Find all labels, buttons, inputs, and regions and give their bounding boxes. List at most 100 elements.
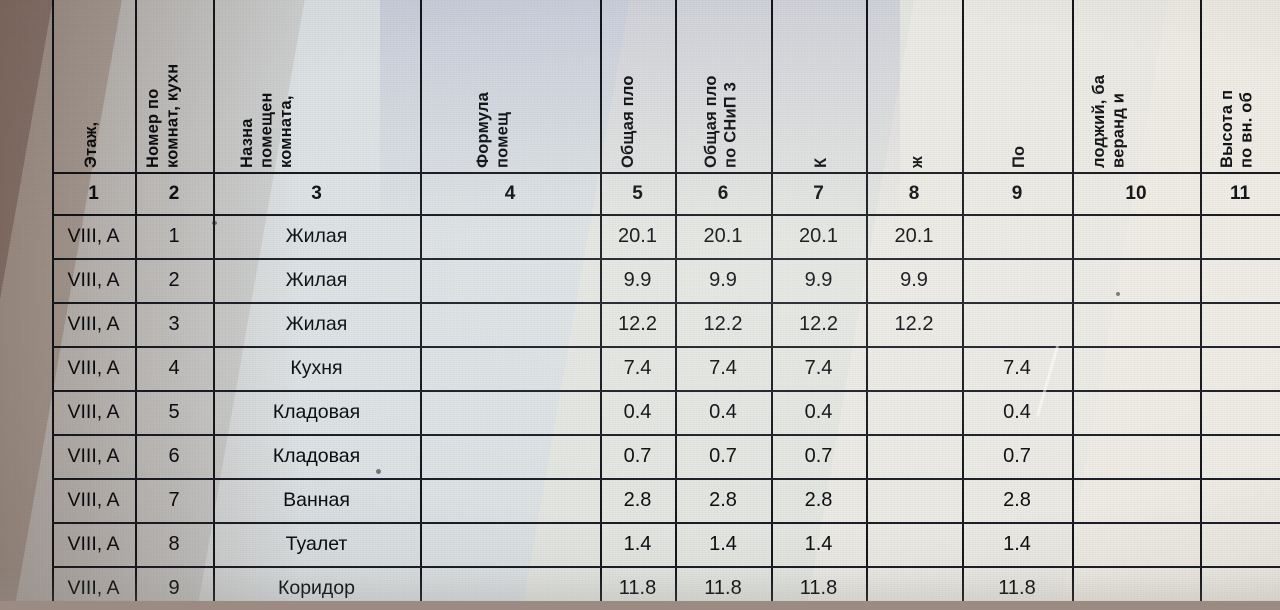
- cell-room-purpose: Кухня: [290, 356, 343, 379]
- cell-floor-section: VIII, A: [67, 312, 120, 335]
- cell-floor-section: VIII, A: [67, 400, 120, 423]
- header-label-9: По: [1010, 145, 1028, 168]
- col-rule-3-4: [420, 0, 422, 601]
- column-number-5: 5: [632, 183, 643, 204]
- row-rule-8: [52, 566, 1280, 568]
- cell-room-number: 4: [168, 356, 180, 379]
- cell-auxiliary-area: 0.7: [1003, 444, 1031, 467]
- cell-room-number: 1: [168, 224, 180, 247]
- row-rule-numbers-bottom: [52, 214, 1280, 216]
- row-rule-1: [52, 258, 1280, 260]
- col-rule-2-3: [213, 0, 215, 601]
- header-label-4: Формула помещ: [474, 91, 512, 168]
- column-number-4: 4: [504, 183, 516, 204]
- cell-room-number: 7: [168, 488, 180, 511]
- cell-room-number: 5: [168, 400, 180, 423]
- header-label-1: Этаж,: [82, 121, 100, 168]
- header-label-10: лоджий, ба веранд и: [1090, 74, 1128, 168]
- cell-total-area: 0.4: [623, 400, 652, 423]
- cell-residential: 12.2: [894, 312, 934, 335]
- cell-floor-section: VIII, A: [67, 576, 120, 599]
- cell-total-area: 9.9: [623, 268, 652, 291]
- column-number-11: 11: [1229, 183, 1251, 204]
- cell-floor-section: VIII, A: [67, 532, 120, 555]
- cell-living-area: 0.7: [804, 444, 833, 467]
- cell-living-area: 11.8: [799, 576, 838, 599]
- cell-auxiliary-area: 2.8: [1003, 488, 1031, 511]
- cell-living-area: 0.4: [804, 400, 833, 423]
- header-label-5: Общая пло: [619, 75, 637, 168]
- cell-auxiliary-area: 1.4: [1003, 532, 1031, 555]
- cell-auxiliary-area: 0.4: [1003, 400, 1031, 423]
- cell-total-area: 12.2: [618, 312, 657, 335]
- cell-residential: 9.9: [900, 268, 928, 291]
- cell-living-area: 1.4: [804, 532, 833, 555]
- header-label-8: ж: [908, 156, 926, 168]
- cell-total-area: 1.4: [623, 532, 652, 555]
- column-number-6: 6: [717, 183, 729, 204]
- row-rule-4: [52, 390, 1280, 392]
- exploitation-table: Этаж, Номер по комнат, кухн Назна помеще…: [52, 0, 1280, 601]
- header-label-2: Номер по комнат, кухн: [144, 63, 182, 168]
- cell-total-area-snip: 12.2: [703, 312, 743, 335]
- cell-auxiliary-area: 7.4: [1003, 356, 1031, 379]
- cell-room-purpose: Жилая: [285, 312, 348, 335]
- header-label-7: К: [812, 157, 830, 168]
- col-rule-8-9: [962, 0, 964, 601]
- cell-total-area: 7.4: [623, 356, 652, 379]
- header-label-6: Общая пло по СНиП 3: [702, 75, 740, 168]
- col-rule-left: [52, 0, 54, 601]
- table-grid: Этаж, Номер по комнат, кухн Назна помеще…: [52, 0, 1280, 601]
- col-rule-4-5: [600, 0, 602, 601]
- cell-total-area: 2.8: [623, 488, 652, 511]
- cell-total-area-snip: 2.8: [709, 488, 737, 511]
- cell-total-area-snip: 11.8: [704, 576, 742, 599]
- row-rule-5: [52, 434, 1280, 436]
- cell-room-number: 2: [168, 268, 180, 291]
- row-rule-header-bottom: [52, 172, 1280, 174]
- column-number-8: 8: [908, 183, 920, 204]
- cell-living-area: 7.4: [804, 356, 833, 379]
- cell-room-purpose: Коридор: [277, 576, 355, 599]
- column-number-1: 1: [88, 183, 99, 204]
- column-number-9: 9: [1011, 183, 1023, 204]
- column-number-2: 2: [168, 183, 180, 204]
- row-rule-7: [52, 522, 1280, 524]
- cell-room-purpose: Жилая: [285, 268, 348, 291]
- row-rule-3: [52, 346, 1280, 348]
- cell-room-purpose: Ванная: [283, 488, 350, 511]
- cell-auxiliary-area: 11.8: [998, 576, 1036, 599]
- cell-living-area: 9.9: [804, 268, 833, 291]
- cell-total-area: 11.8: [618, 576, 657, 599]
- cell-floor-section: VIII, A: [67, 356, 120, 379]
- cell-floor-section: VIII, A: [67, 268, 120, 291]
- cell-room-number: 3: [168, 312, 180, 335]
- header-label-3: Назна помещен комната,: [238, 92, 295, 168]
- cell-total-area: 0.7: [623, 444, 652, 467]
- cell-total-area-snip: 0.7: [709, 444, 737, 467]
- cell-floor-section: VIII, A: [67, 488, 120, 511]
- cell-total-area-snip: 1.4: [709, 532, 737, 555]
- cell-room-purpose: Туалет: [285, 532, 348, 555]
- col-rule-9-10: [1072, 0, 1074, 601]
- cell-total-area-snip: 0.4: [709, 400, 737, 423]
- column-number-7: 7: [813, 183, 824, 204]
- row-rule-6: [52, 478, 1280, 480]
- cell-room-purpose: Кладовая: [272, 444, 361, 467]
- cell-total-area: 20.1: [618, 224, 657, 247]
- cell-residential: 20.1: [894, 224, 934, 247]
- row-rule-2: [52, 302, 1280, 304]
- cell-room-number: 8: [168, 532, 180, 555]
- cell-living-area: 12.2: [799, 312, 838, 335]
- cell-total-area-snip: 7.4: [709, 356, 737, 379]
- col-rule-1-2: [135, 0, 137, 601]
- cell-floor-section: VIII, A: [67, 444, 120, 467]
- cell-total-area-snip: 20.1: [703, 224, 743, 247]
- column-number-3: 3: [311, 183, 322, 204]
- cell-floor-section: VIII, A: [67, 224, 120, 247]
- header-label-11: Высота п по вн. об: [1218, 89, 1256, 168]
- cell-living-area: 20.1: [799, 224, 838, 247]
- column-number-10: 10: [1125, 183, 1147, 204]
- col-rule-6-7: [771, 0, 773, 601]
